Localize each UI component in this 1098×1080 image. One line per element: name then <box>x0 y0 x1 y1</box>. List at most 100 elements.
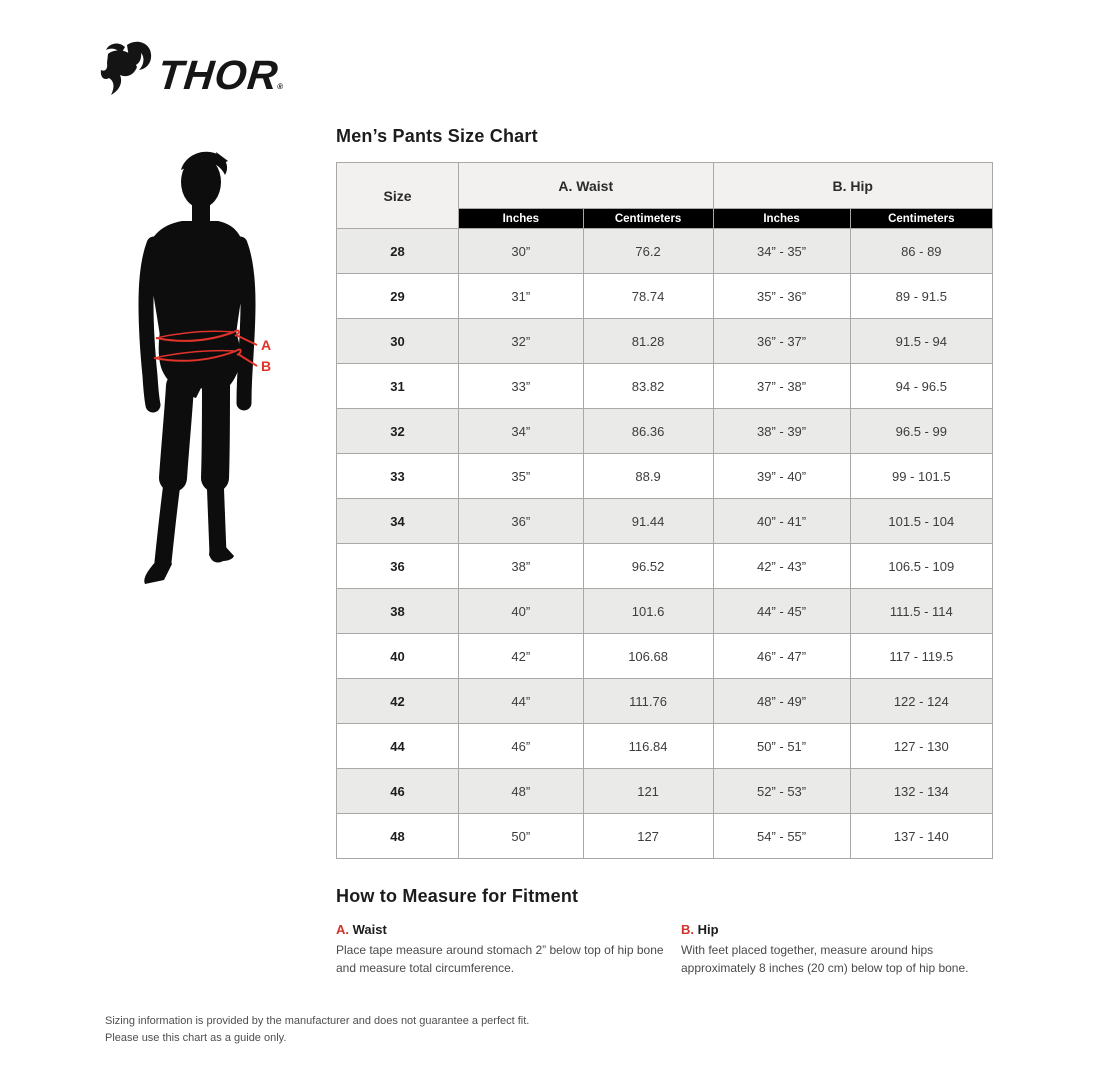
value-cell: 111.76 <box>582 678 714 724</box>
value-cell: 36” - 37” <box>712 318 851 364</box>
value-cell: 76.2 <box>582 228 714 274</box>
value-cell: 137 - 140 <box>849 813 994 859</box>
value-cell: 38” <box>458 543 584 589</box>
value-cell: 89 - 91.5 <box>849 273 994 319</box>
value-cell: 42” <box>458 633 584 679</box>
value-cell: 48” - 49” <box>712 678 851 724</box>
waist-measure-text: Place tape measure around stomach 2” bel… <box>336 943 664 975</box>
table-row: 44 46” 116.84 50” - 51” 127 - 130 <box>335 723 994 769</box>
table-row: 32 34” 86.36 38” - 39” 96.5 - 99 <box>335 408 994 454</box>
value-cell: 44” <box>458 678 584 724</box>
size-column-header: Size <box>335 162 460 229</box>
table-row: 42 44” 111.76 48” - 49” 122 - 124 <box>335 678 994 724</box>
value-cell: 121 <box>582 768 714 814</box>
thor-logo: THOR® <box>100 40 285 98</box>
value-cell: 46” - 47” <box>712 633 851 679</box>
hip-measure-info: B. Hip With feet placed together, measur… <box>681 922 993 977</box>
size-cell: 31 <box>335 363 460 409</box>
value-cell: 83.82 <box>582 363 714 409</box>
hip-group-header: B. Hip <box>712 162 994 209</box>
size-cell: 29 <box>335 273 460 319</box>
value-cell: 34” <box>458 408 584 454</box>
size-cell: 40 <box>335 633 460 679</box>
size-cell: 36 <box>335 543 460 589</box>
value-cell: 91.44 <box>582 498 714 544</box>
value-cell: 37” - 38” <box>712 363 851 409</box>
value-cell: 106.5 - 109 <box>849 543 994 589</box>
size-cell: 34 <box>335 498 460 544</box>
size-cell: 28 <box>335 228 460 274</box>
waist-label-a: A <box>261 337 271 353</box>
hip-inches-header: Inches <box>712 208 851 229</box>
value-cell: 122 - 124 <box>849 678 994 724</box>
table-row: 48 50” 127 54” - 55” 137 - 140 <box>335 813 994 859</box>
page-title: Men’s Pants Size Chart <box>336 126 538 146</box>
value-cell: 40” <box>458 588 584 634</box>
value-cell: 32” <box>458 318 584 364</box>
sizing-disclaimer: Sizing information is provided by the ma… <box>105 1013 529 1046</box>
value-cell: 116.84 <box>582 723 714 769</box>
table-row: 33 35” 88.9 39” - 40” 99 - 101.5 <box>335 453 994 499</box>
size-cell: 48 <box>335 813 460 859</box>
value-cell: 46” <box>458 723 584 769</box>
size-cell: 42 <box>335 678 460 724</box>
disclaimer-line-1: Sizing information is provided by the ma… <box>105 1015 530 1027</box>
logo-wordmark: THOR® <box>155 52 285 98</box>
value-cell: 86.36 <box>582 408 714 454</box>
waist-measure-info: A. Waist Place tape measure around stoma… <box>336 922 681 977</box>
value-cell: 40” - 41” <box>712 498 851 544</box>
value-cell: 111.5 - 114 <box>849 588 994 634</box>
table-row: 29 31” 78.74 35” - 36” 89 - 91.5 <box>335 273 994 319</box>
male-silhouette-icon: A B <box>138 151 271 584</box>
value-cell: 88.9 <box>582 453 714 499</box>
value-cell: 31” <box>458 273 584 319</box>
value-cell: 96.5 - 99 <box>849 408 994 454</box>
value-cell: 42” - 43” <box>712 543 851 589</box>
waist-group-header: A. Waist <box>458 162 714 209</box>
value-cell: 81.28 <box>582 318 714 364</box>
value-cell: 101.5 - 104 <box>849 498 994 544</box>
table-row: 36 38” 96.52 42” - 43” 106.5 - 109 <box>335 543 994 589</box>
table-row: 34 36” 91.44 40” - 41” 101.5 - 104 <box>335 498 994 544</box>
waist-band-line <box>155 329 258 346</box>
value-cell: 117 - 119.5 <box>849 633 994 679</box>
value-cell: 35” <box>458 453 584 499</box>
hip-band-line <box>153 348 258 367</box>
waist-inches-header: Inches <box>458 208 584 229</box>
thor-goat-icon <box>100 40 152 98</box>
table-row: 28 30” 76.2 34” - 35” 86 - 89 <box>335 228 994 274</box>
size-cell: 44 <box>335 723 460 769</box>
value-cell: 78.74 <box>582 273 714 319</box>
value-cell: 99 - 101.5 <box>849 453 994 499</box>
value-cell: 36” <box>458 498 584 544</box>
value-cell: 44” - 45” <box>712 588 851 634</box>
hip-measure-text: With feet placed together, measure aroun… <box>681 943 969 975</box>
size-cell: 38 <box>335 588 460 634</box>
disclaimer-line-2: Please use this chart as a guide only. <box>105 1031 287 1044</box>
table-row: 30 32” 81.28 36” - 37” 91.5 - 94 <box>335 318 994 364</box>
value-cell: 38” - 39” <box>712 408 851 454</box>
value-cell: 96.52 <box>582 543 714 589</box>
size-cell: 30 <box>335 318 460 364</box>
waist-measure-label: A. Waist <box>336 922 387 937</box>
size-cell: 32 <box>335 408 460 454</box>
value-cell: 48” <box>458 768 584 814</box>
waist-centimeters-header: Centimeters <box>582 208 714 229</box>
table-row: 46 48” 121 52” - 53” 132 - 134 <box>335 768 994 814</box>
value-cell: 101.6 <box>582 588 714 634</box>
value-cell: 54” - 55” <box>712 813 851 859</box>
value-cell: 52” - 53” <box>712 768 851 814</box>
value-cell: 132 - 134 <box>849 768 994 814</box>
value-cell: 39” - 40” <box>712 453 851 499</box>
how-to-measure-title: How to Measure for Fitment <box>336 886 579 906</box>
table-row: 31 33” 83.82 37” - 38” 94 - 96.5 <box>335 363 994 409</box>
value-cell: 86 - 89 <box>849 228 994 274</box>
value-cell: 91.5 - 94 <box>849 318 994 364</box>
size-chart-table: Size A. Waist B. Hip Inches Centimeters … <box>335 162 994 859</box>
table-row: 38 40” 101.6 44” - 45” 111.5 - 114 <box>335 588 994 634</box>
table-row: 40 42” 106.68 46” - 47” 117 - 119.5 <box>335 633 994 679</box>
registered-mark: ® <box>276 82 285 91</box>
value-cell: 127 - 130 <box>849 723 994 769</box>
hip-label-b: B <box>261 358 271 374</box>
